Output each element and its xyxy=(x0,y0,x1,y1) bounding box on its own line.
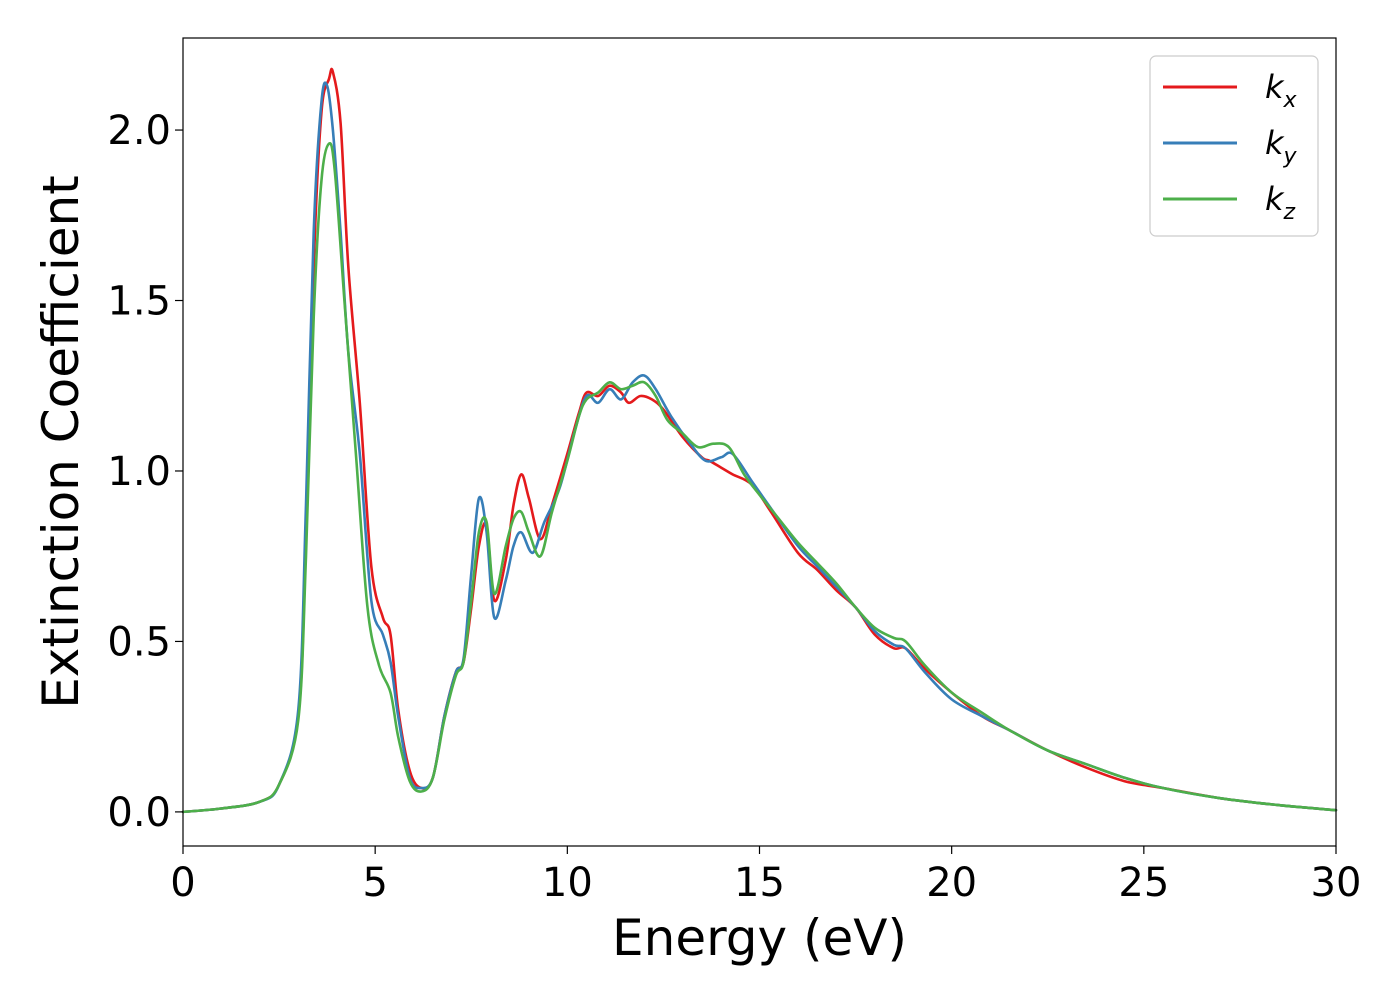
y-tick-label: 1.0 xyxy=(107,449,171,495)
legend-box xyxy=(1149,55,1319,237)
y-tick-label: 1.5 xyxy=(107,279,171,325)
legend-label-k-z: kz xyxy=(1265,180,1296,225)
y-tick-label: 0.0 xyxy=(107,790,171,836)
x-tick-label: 5 xyxy=(362,860,387,906)
x-tick-label: 20 xyxy=(926,860,977,906)
y-axis-label: Extinction Coefficient xyxy=(32,175,90,709)
x-axis-label: Energy (eV) xyxy=(612,909,907,967)
x-tick-label: 25 xyxy=(1118,860,1169,906)
x-tick-label: 15 xyxy=(734,860,785,906)
legend-label-k-y: ky xyxy=(1265,124,1298,169)
x-tick-label: 30 xyxy=(1311,860,1362,906)
legend: kx ky kz xyxy=(1149,55,1319,237)
y-tick-label: 2.0 xyxy=(107,108,171,154)
legend-label-k-x: kx xyxy=(1265,68,1298,113)
series-line-k-x xyxy=(181,67,1338,814)
x-axis: 0 5 10 15 20 25 30 xyxy=(170,846,1361,906)
y-axis: 0.0 0.5 1.0 1.5 2.0 xyxy=(107,108,183,836)
y-tick-label: 0.5 xyxy=(107,619,171,665)
x-tick-label: 10 xyxy=(542,860,593,906)
series-layer xyxy=(181,67,1338,814)
series-line-k-y xyxy=(181,81,1338,814)
series-line-k-z xyxy=(181,142,1338,814)
x-tick-label: 0 xyxy=(170,860,195,906)
